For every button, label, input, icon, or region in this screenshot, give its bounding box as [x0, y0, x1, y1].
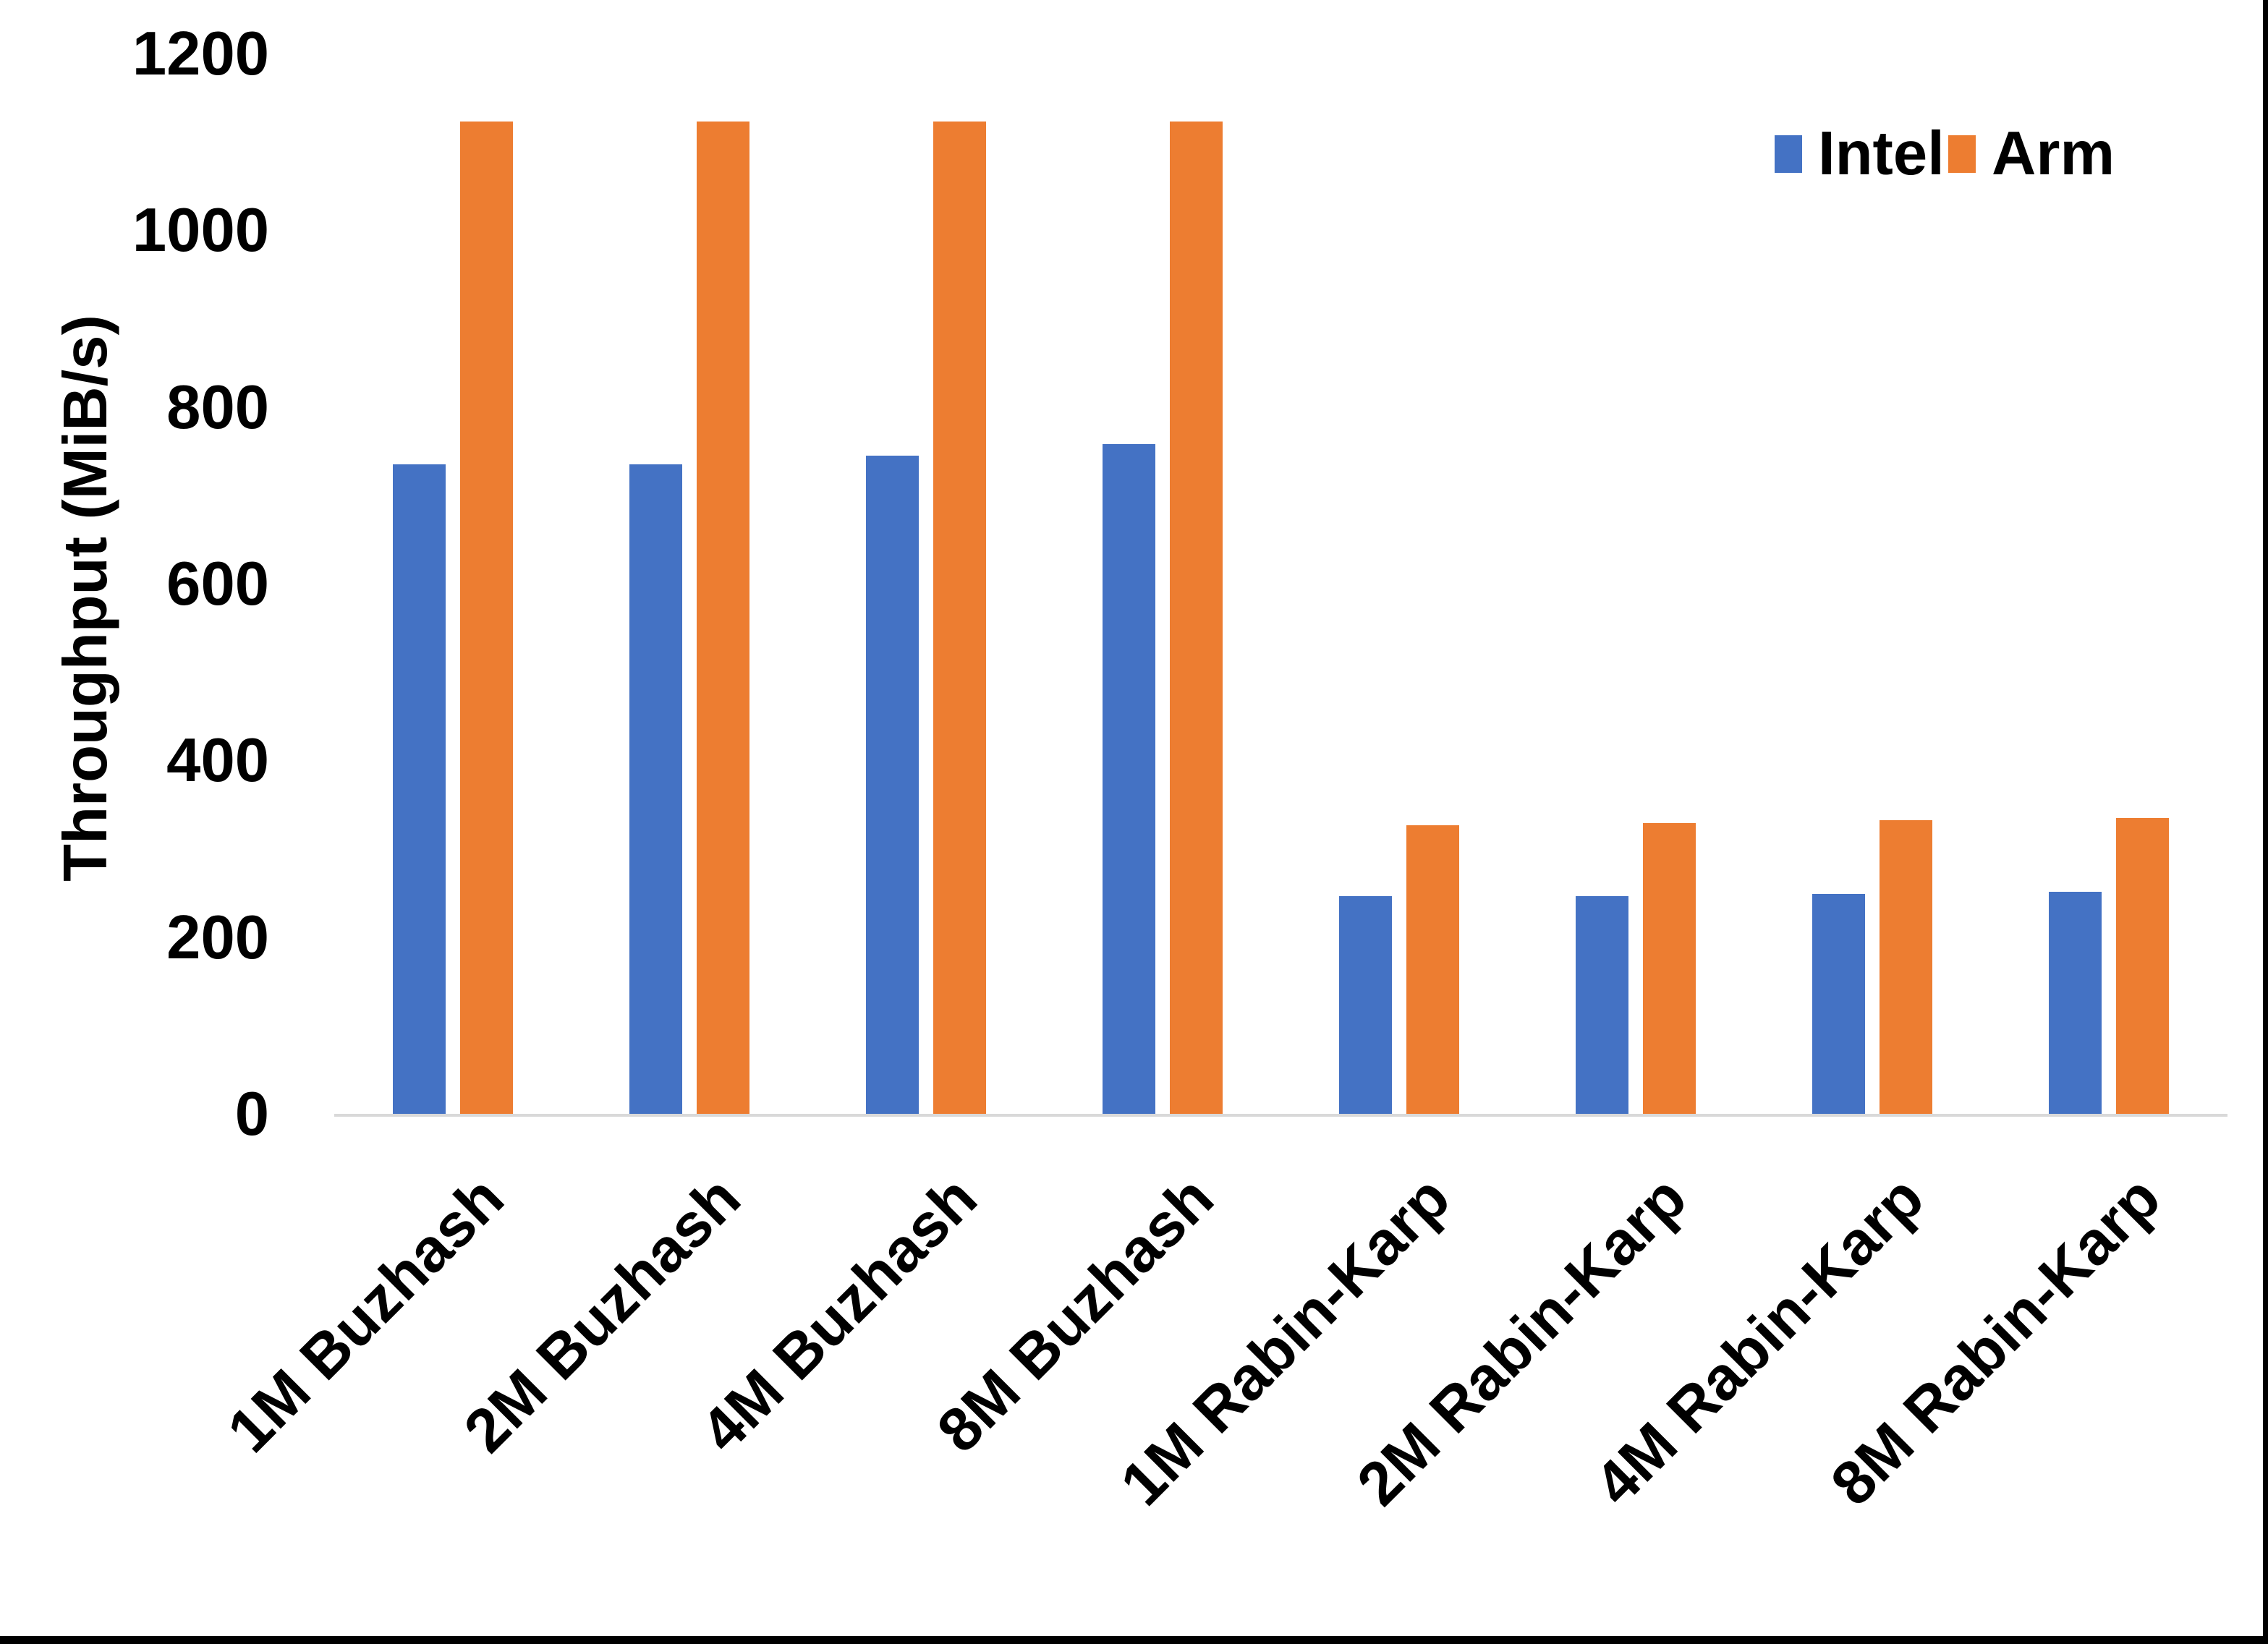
- bar-intel-4m-buzhash: [865, 455, 919, 1114]
- bar-intel-8m-rabin-karp: [2049, 892, 2102, 1114]
- bar-arm-8m-rabin-karp: [2116, 817, 2170, 1114]
- legend-swatch-intel: [1775, 135, 1802, 173]
- y-tick-label: 1200: [132, 20, 269, 88]
- bar-intel-8m-buzhash: [1102, 443, 1155, 1114]
- bar-intel-2m-rabin-karp: [1576, 896, 1629, 1114]
- legend-item-arm: Arm: [1948, 123, 2115, 184]
- window-right-edge: [2263, 0, 2268, 1644]
- bar-intel-2m-buzhash: [629, 464, 682, 1114]
- y-tick-label: 0: [234, 1080, 269, 1149]
- bar-arm-2m-buzhash: [696, 122, 749, 1114]
- bar-arm-4m-rabin-karp: [1880, 820, 1933, 1114]
- bar-arm-8m-buzhash: [1169, 122, 1223, 1114]
- x-axis-line: [334, 1114, 2227, 1117]
- y-tick-label: 200: [166, 903, 269, 972]
- bar-intel-1m-buzhash: [392, 464, 446, 1114]
- legend-swatch-arm: [1948, 135, 1976, 173]
- legend-label-arm: Arm: [1992, 119, 2115, 188]
- bar-intel-4m-rabin-karp: [1812, 893, 1866, 1114]
- y-tick-label: 600: [166, 550, 269, 618]
- legend-item-intel: Intel: [1775, 123, 1945, 184]
- bar-intel-1m-rabin-karp: [1339, 896, 1393, 1114]
- bar-arm-1m-rabin-karp: [1406, 825, 1460, 1114]
- y-tick-label: 800: [166, 372, 269, 442]
- bar-arm-4m-buzhash: [933, 122, 986, 1114]
- legend-label-intel: Intel: [1818, 119, 1945, 188]
- bar-arm-2m-rabin-karp: [1643, 823, 1696, 1114]
- y-tick-label: 400: [166, 726, 269, 796]
- window-bottom-edge: [0, 1636, 2268, 1644]
- bar-arm-1m-buzhash: [459, 122, 513, 1114]
- y-tick-label: 1000: [132, 196, 269, 265]
